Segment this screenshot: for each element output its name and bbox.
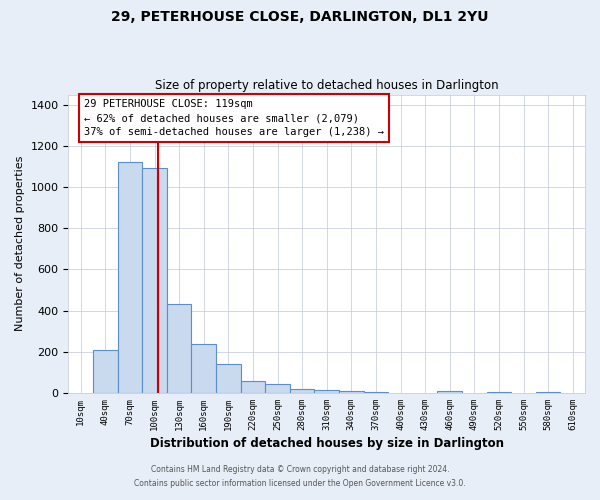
Bar [241, 380, 265, 393]
Bar [536, 392, 560, 393]
Bar [290, 389, 314, 393]
Text: 29 PETERHOUSE CLOSE: 119sqm
← 62% of detached houses are smaller (2,079)
37% of : 29 PETERHOUSE CLOSE: 119sqm ← 62% of det… [84, 99, 384, 137]
Bar [339, 391, 364, 393]
Bar [364, 392, 388, 393]
Title: Size of property relative to detached houses in Darlington: Size of property relative to detached ho… [155, 79, 499, 92]
Text: Contains HM Land Registry data © Crown copyright and database right 2024.
Contai: Contains HM Land Registry data © Crown c… [134, 466, 466, 487]
Bar [265, 384, 290, 393]
Bar [167, 304, 191, 393]
Text: 29, PETERHOUSE CLOSE, DARLINGTON, DL1 2YU: 29, PETERHOUSE CLOSE, DARLINGTON, DL1 2Y… [111, 10, 489, 24]
Bar [437, 391, 462, 393]
X-axis label: Distribution of detached houses by size in Darlington: Distribution of detached houses by size … [150, 437, 504, 450]
Bar [118, 162, 142, 393]
Bar [216, 364, 241, 393]
Y-axis label: Number of detached properties: Number of detached properties [15, 156, 25, 332]
Bar [93, 350, 118, 393]
Bar [191, 344, 216, 393]
Bar [142, 168, 167, 393]
Bar [487, 392, 511, 393]
Bar [314, 390, 339, 393]
